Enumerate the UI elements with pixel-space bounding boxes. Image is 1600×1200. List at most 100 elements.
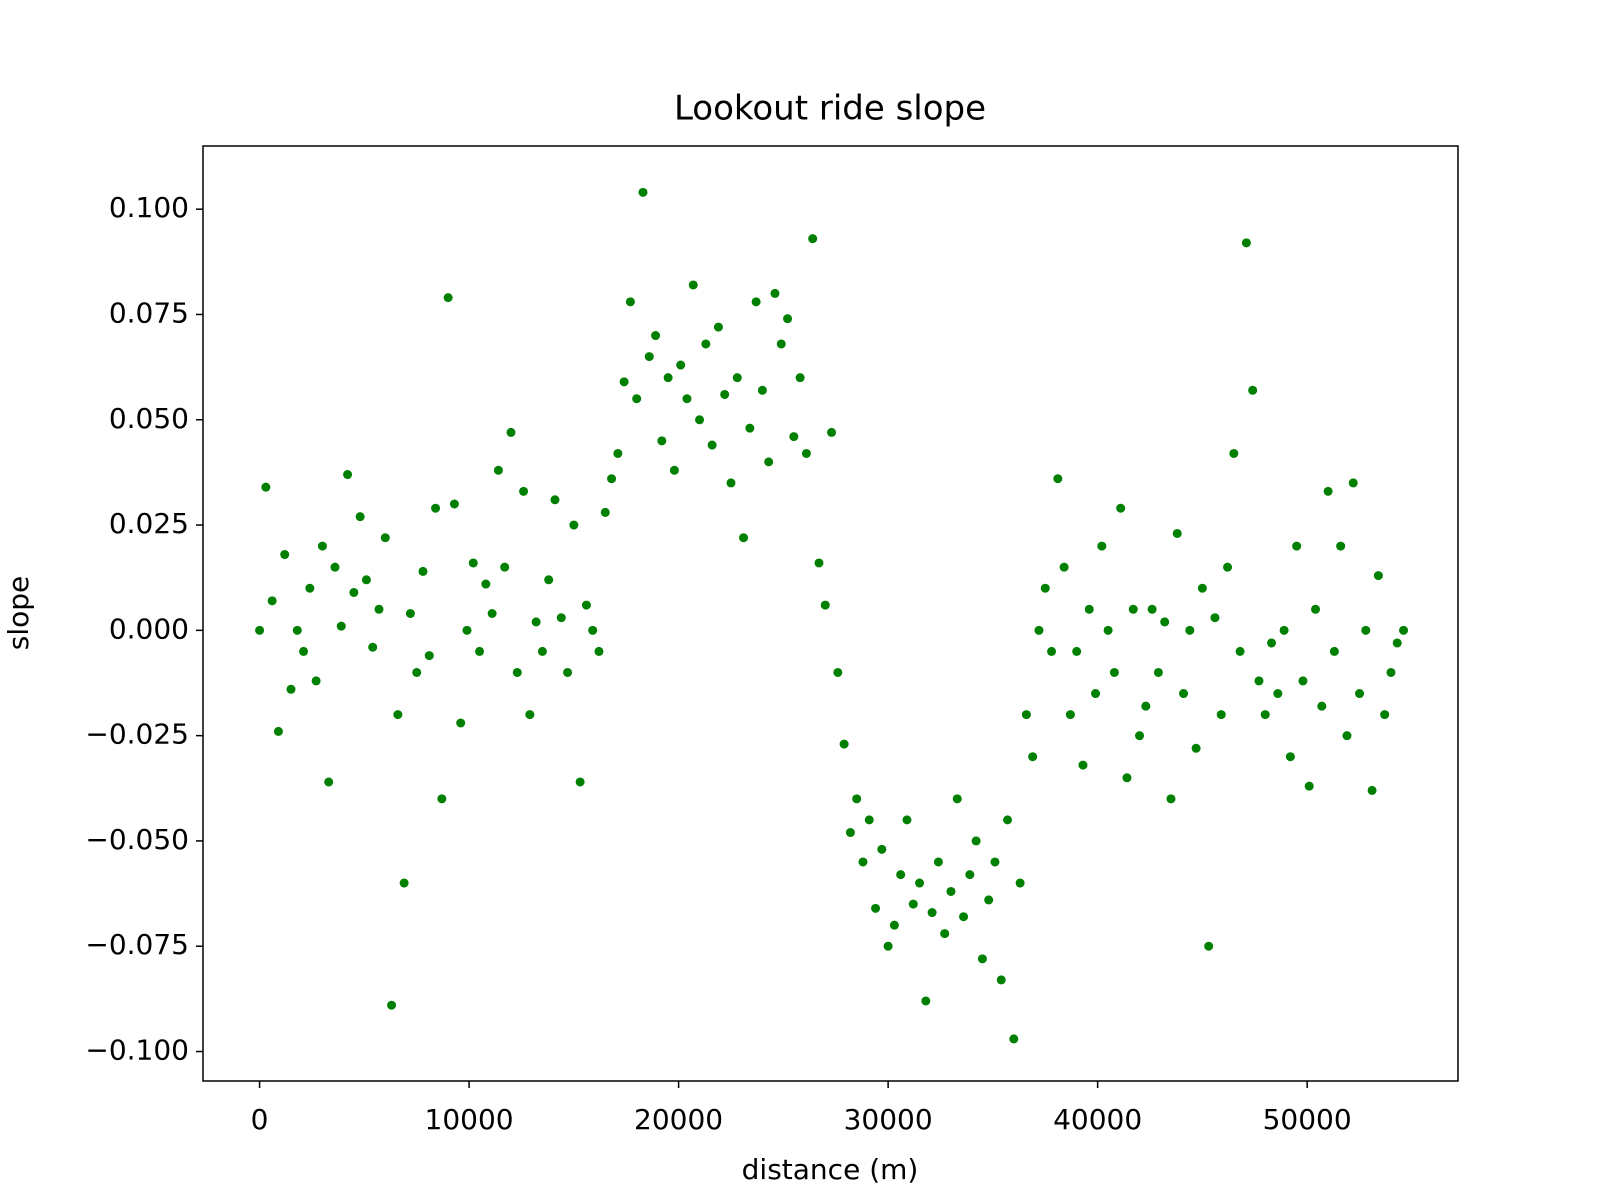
point bbox=[1317, 701, 1327, 711]
point bbox=[431, 503, 441, 513]
point bbox=[588, 625, 598, 635]
y-axis-label: slope bbox=[2, 576, 35, 651]
point bbox=[1172, 528, 1182, 538]
point bbox=[676, 360, 686, 370]
point bbox=[1216, 710, 1226, 720]
point bbox=[607, 474, 617, 484]
point bbox=[663, 373, 673, 383]
point bbox=[355, 512, 365, 522]
point bbox=[619, 377, 629, 387]
point bbox=[977, 954, 987, 964]
point bbox=[669, 465, 679, 475]
point bbox=[720, 389, 730, 399]
point bbox=[1348, 478, 1358, 488]
point bbox=[1141, 701, 1151, 711]
x-tick-label: 40000 bbox=[1053, 1103, 1142, 1136]
point bbox=[1059, 562, 1069, 572]
point bbox=[1191, 743, 1201, 753]
point bbox=[908, 899, 918, 909]
point bbox=[902, 815, 912, 825]
point bbox=[745, 423, 755, 433]
point bbox=[1028, 752, 1038, 762]
point bbox=[1122, 773, 1132, 783]
point bbox=[1273, 689, 1283, 699]
point bbox=[594, 646, 604, 656]
point bbox=[1204, 941, 1214, 951]
point bbox=[1380, 710, 1390, 720]
point bbox=[739, 533, 749, 543]
point bbox=[1179, 689, 1189, 699]
point bbox=[512, 667, 522, 677]
point bbox=[1210, 613, 1220, 623]
point bbox=[808, 234, 818, 244]
point bbox=[707, 440, 717, 450]
chart-title: Lookout ride slope bbox=[674, 89, 986, 129]
point bbox=[1304, 781, 1314, 791]
point bbox=[393, 710, 403, 720]
point bbox=[789, 432, 799, 442]
point bbox=[1040, 583, 1050, 593]
point bbox=[1047, 646, 1057, 656]
point bbox=[475, 646, 485, 656]
point bbox=[896, 870, 906, 880]
y-tick-label: −0.050 bbox=[85, 823, 189, 856]
point bbox=[481, 579, 491, 589]
point bbox=[751, 297, 761, 307]
point bbox=[1254, 676, 1264, 686]
point bbox=[1103, 625, 1113, 635]
point bbox=[1399, 625, 1409, 635]
point bbox=[1097, 541, 1107, 551]
point bbox=[525, 710, 535, 720]
x-axis-label: distance (m) bbox=[742, 1153, 919, 1186]
point bbox=[1367, 785, 1377, 795]
point bbox=[990, 857, 1000, 867]
point bbox=[764, 457, 774, 467]
point bbox=[424, 651, 434, 661]
point bbox=[921, 996, 931, 1006]
point bbox=[330, 562, 340, 572]
point bbox=[443, 293, 453, 303]
point bbox=[361, 575, 371, 585]
point bbox=[261, 482, 271, 492]
point bbox=[1185, 625, 1195, 635]
point bbox=[1078, 760, 1088, 770]
point bbox=[544, 575, 554, 585]
point bbox=[500, 562, 510, 572]
point bbox=[1241, 238, 1251, 248]
point bbox=[1003, 815, 1013, 825]
point bbox=[795, 373, 805, 383]
point bbox=[537, 646, 547, 656]
point bbox=[456, 718, 466, 728]
point bbox=[877, 844, 887, 854]
point bbox=[556, 613, 566, 623]
point bbox=[833, 667, 843, 677]
point bbox=[996, 975, 1006, 985]
point bbox=[405, 609, 415, 618]
point bbox=[1285, 752, 1295, 762]
point bbox=[519, 486, 529, 496]
point bbox=[1386, 667, 1396, 677]
point bbox=[1034, 625, 1044, 635]
point bbox=[1065, 710, 1075, 720]
point bbox=[783, 314, 793, 324]
point bbox=[569, 520, 579, 530]
point bbox=[625, 297, 635, 307]
point bbox=[1009, 1034, 1019, 1044]
point bbox=[871, 903, 881, 913]
point bbox=[1279, 625, 1289, 635]
point bbox=[1267, 638, 1277, 648]
point bbox=[726, 478, 736, 488]
y-tick-label: −0.075 bbox=[85, 928, 189, 961]
y-tick-label: 0.050 bbox=[109, 402, 189, 435]
point bbox=[1128, 604, 1138, 614]
point bbox=[575, 777, 585, 787]
point bbox=[550, 495, 560, 505]
point bbox=[493, 465, 503, 475]
point bbox=[952, 794, 962, 804]
point bbox=[437, 794, 447, 804]
point bbox=[864, 815, 874, 825]
x-tick-label: 0 bbox=[251, 1103, 269, 1136]
point bbox=[852, 794, 862, 804]
point bbox=[820, 600, 830, 610]
x-tick-label: 20000 bbox=[634, 1103, 723, 1136]
